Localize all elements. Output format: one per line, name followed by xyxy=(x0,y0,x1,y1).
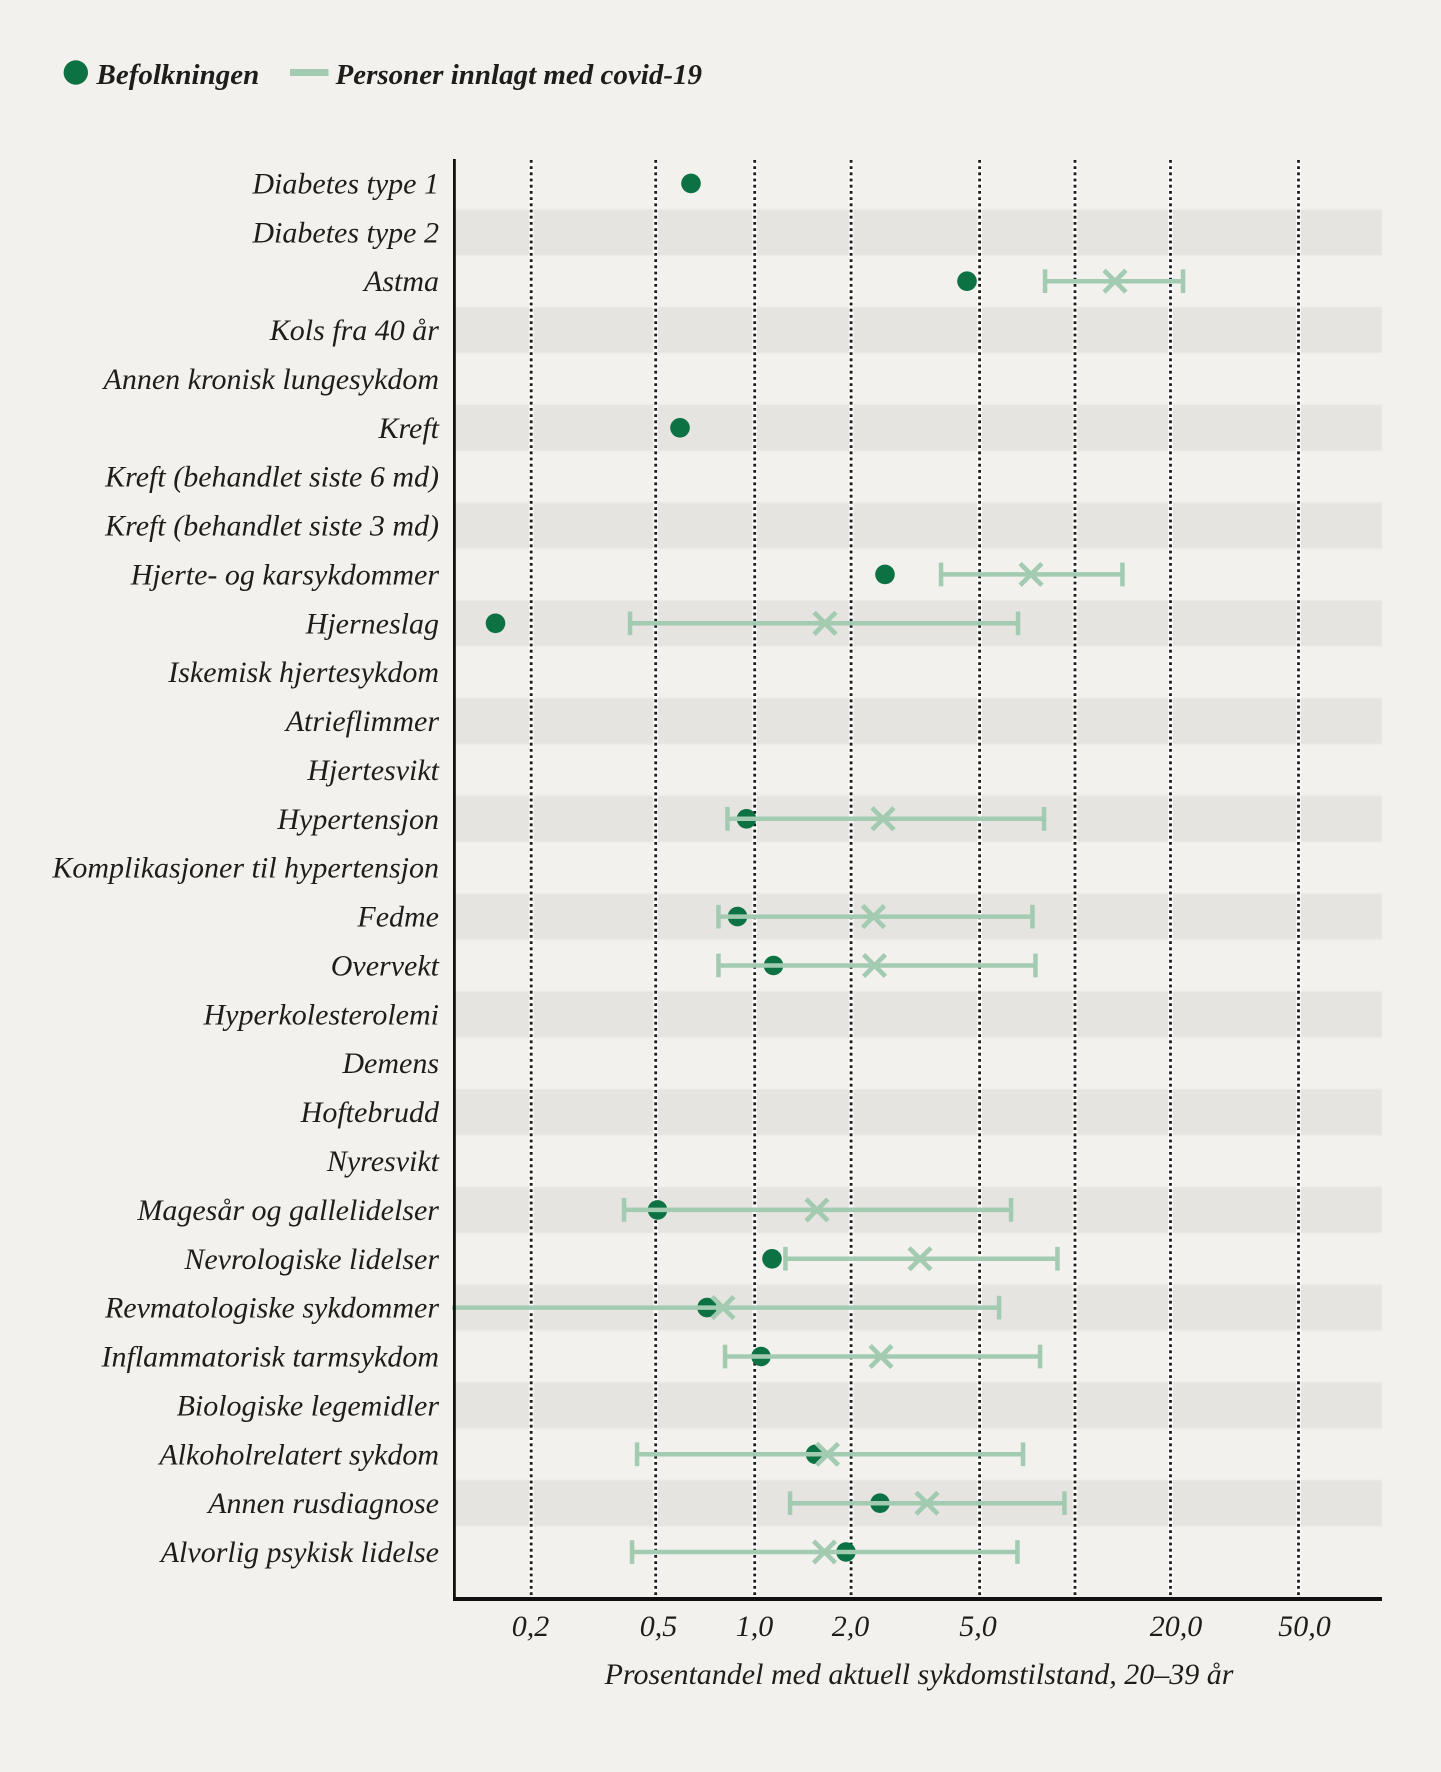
svg-text:Diabetes type 2: Diabetes type 2 xyxy=(251,216,439,249)
svg-text:Annen kronisk lungesykdom: Annen kronisk lungesykdom xyxy=(102,363,439,396)
svg-text:Hoftebrudd: Hoftebrudd xyxy=(300,1096,440,1129)
svg-text:Overvekt: Overvekt xyxy=(331,950,440,983)
svg-text:Kols fra 40 år: Kols fra 40 år xyxy=(269,314,440,347)
svg-text:Hyperkolesterolemi: Hyperkolesterolemi xyxy=(203,998,439,1031)
svg-text:Diabetes type 1: Diabetes type 1 xyxy=(251,167,439,200)
svg-text:5,0: 5,0 xyxy=(959,1610,997,1643)
svg-text:Nevrologiske lidelser: Nevrologiske lidelser xyxy=(183,1243,439,1276)
svg-text:Demens: Demens xyxy=(341,1047,439,1080)
svg-text:Kreft (behandlet siste 6 md): Kreft (behandlet siste 6 md) xyxy=(104,461,439,494)
svg-text:Atrieflimmer: Atrieflimmer xyxy=(284,705,440,738)
svg-text:Komplikasjoner til hypertensjo: Komplikasjoner til hypertensjon xyxy=(51,852,439,885)
svg-text:Astma: Astma xyxy=(362,265,439,298)
svg-text:Biologiske legemidler: Biologiske legemidler xyxy=(177,1389,440,1422)
svg-text:Iskemisk hjertesykdom: Iskemisk hjertesykdom xyxy=(167,656,439,689)
svg-text:0,5: 0,5 xyxy=(640,1610,678,1643)
svg-text:Befolkningen: Befolkningen xyxy=(96,59,260,91)
svg-text:Kreft: Kreft xyxy=(377,412,439,445)
svg-text:Hjertesvikt: Hjertesvikt xyxy=(306,754,439,787)
svg-text:50,0: 50,0 xyxy=(1278,1610,1331,1643)
svg-text:0,2: 0,2 xyxy=(512,1610,550,1643)
svg-text:Hjerneslag: Hjerneslag xyxy=(305,607,439,640)
svg-text:Inflammatorisk tarmsykdom: Inflammatorisk tarmsykdom xyxy=(101,1341,439,1374)
svg-text:Personer innlagt med covid-19: Personer innlagt med covid-19 xyxy=(335,59,703,91)
svg-text:Fedme: Fedme xyxy=(356,901,439,934)
svg-text:Prosentandel med aktuell sykdo: Prosentandel med aktuell sykdomstilstand… xyxy=(604,1658,1234,1691)
svg-text:Magesår og gallelidelser: Magesår og gallelidelser xyxy=(136,1194,439,1227)
svg-text:Hypertensjon: Hypertensjon xyxy=(276,803,439,836)
svg-text:Hjerte- og karsykdommer: Hjerte- og karsykdommer xyxy=(130,558,440,591)
svg-text:1,0: 1,0 xyxy=(736,1610,774,1643)
svg-text:Alvorlig psykisk lidelse: Alvorlig psykisk lidelse xyxy=(159,1536,439,1569)
svg-text:Kreft (behandlet siste 3 md): Kreft (behandlet siste 3 md) xyxy=(104,510,439,543)
svg-text:2,0: 2,0 xyxy=(832,1610,870,1643)
svg-text:20,0: 20,0 xyxy=(1150,1610,1203,1643)
svg-text:Revmatologiske sykdommer: Revmatologiske sykdommer xyxy=(104,1292,439,1325)
svg-text:Alkoholrelatert sykdom: Alkoholrelatert sykdom xyxy=(157,1438,439,1471)
svg-text:Annen rusdiagnose: Annen rusdiagnose xyxy=(206,1487,439,1520)
svg-text:Nyresvikt: Nyresvikt xyxy=(326,1145,440,1178)
